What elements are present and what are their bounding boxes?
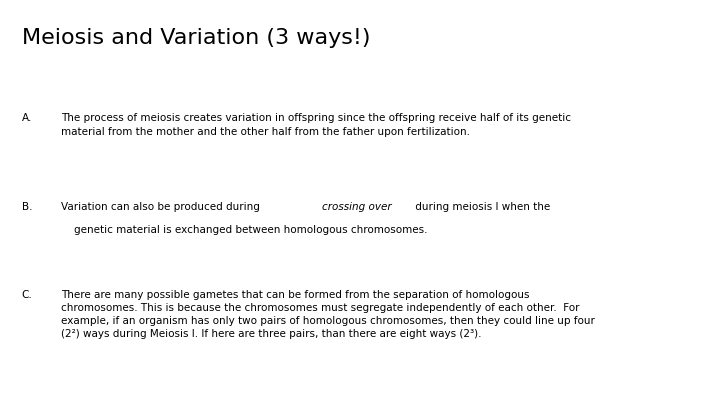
Text: There are many possible gametes that can be formed from the separation of homolo: There are many possible gametes that can… xyxy=(61,290,595,339)
Text: C.: C. xyxy=(22,290,32,300)
Text: genetic material is exchanged between homologous chromosomes.: genetic material is exchanged between ho… xyxy=(61,225,428,235)
Text: B.: B. xyxy=(22,202,32,213)
Text: The process of meiosis creates variation in offspring since the offspring receiv: The process of meiosis creates variation… xyxy=(61,113,571,136)
Text: A.: A. xyxy=(22,113,32,124)
Text: crossing over: crossing over xyxy=(322,202,392,213)
Text: during meiosis I when the: during meiosis I when the xyxy=(412,202,550,213)
Text: Variation can also be produced during: Variation can also be produced during xyxy=(61,202,264,213)
Text: Meiosis and Variation (3 ways!): Meiosis and Variation (3 ways!) xyxy=(22,28,370,48)
